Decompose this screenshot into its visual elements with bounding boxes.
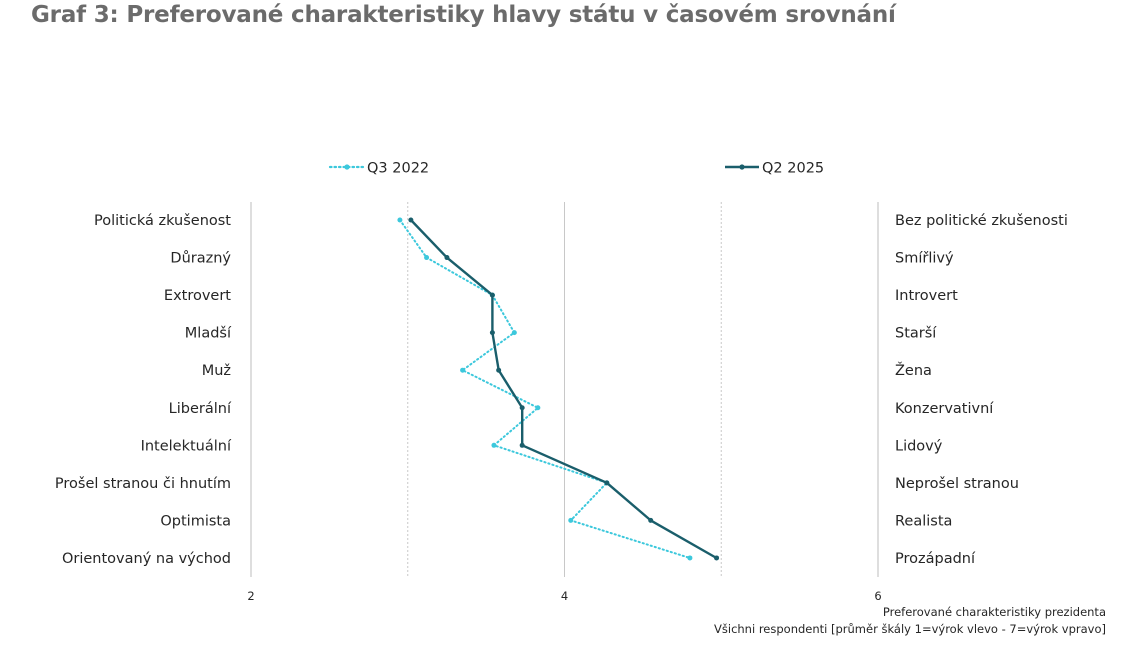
category-label-right: Lidový [895, 438, 943, 454]
legend-item-q3-2022[interactable]: Q3 2022 [328, 161, 429, 177]
chart-note: Preferované charakteristiky prezidenta V… [714, 605, 1106, 636]
x-tick-label: 2 [247, 589, 254, 603]
legend-marker-q2-2025 [739, 164, 745, 170]
data-point-q2-2025 [489, 292, 495, 298]
category-label-right: Bez politické zkušenosti [895, 213, 1068, 229]
data-point-q2-2025 [444, 255, 450, 261]
category-label-left: Liberální [169, 401, 232, 417]
data-point-q3-2022 [460, 367, 466, 373]
category-label-left: Extrovert [164, 288, 231, 304]
chart-note-line2: Všichni respondenti [průměr škály 1=výro… [714, 622, 1106, 636]
category-label-right: Introvert [895, 288, 958, 304]
legend-label-q3-2022: Q3 2022 [367, 161, 429, 177]
data-point-q2-2025 [648, 517, 654, 523]
category-label-left: Důrazný [170, 251, 231, 267]
chart-note-line1: Preferované charakteristiky prezidenta [883, 605, 1106, 619]
data-point-q2-2025 [489, 330, 495, 336]
legend-marker-q3-2022 [344, 164, 350, 170]
category-label-right: Realista [895, 513, 952, 529]
category-label-right: Žena [895, 361, 932, 379]
category-label-left: Muž [202, 363, 231, 379]
data-point-q3-2022 [687, 555, 693, 561]
gridlines [250, 202, 879, 577]
legend: Q3 2022 Q2 2025 [328, 161, 824, 177]
data-point-q3-2022 [535, 405, 541, 411]
series-line-q3-2022 [398, 219, 691, 559]
data-point-q2-2025 [604, 480, 610, 486]
x-axis-ticks: 2 4 6 [247, 589, 881, 603]
legend-item-q2-2025[interactable]: Q2 2025 [725, 161, 824, 177]
data-point-q2-2025 [519, 442, 525, 448]
data-point-q3-2022 [397, 217, 403, 223]
data-point-q2-2025 [408, 217, 414, 223]
category-label-left: Politická zkušenost [94, 213, 231, 229]
data-point-q2-2025 [496, 367, 502, 373]
series-line-q2-2025 [409, 218, 718, 560]
x-tick-label: 4 [561, 589, 568, 603]
series-q2-2025 [408, 217, 720, 561]
category-label-right: Prozápadní [895, 551, 976, 567]
data-point-q3-2022 [491, 442, 497, 448]
category-label-left: Optimista [160, 513, 231, 529]
category-label-left: Orientovaný na východ [62, 551, 231, 567]
series-lines [397, 217, 720, 561]
data-point-q3-2022 [511, 330, 517, 336]
data-point-q3-2022 [424, 255, 430, 261]
series-q3-2022 [397, 217, 693, 561]
category-label-right: Neprošel stranou [895, 476, 1019, 492]
x-tick-label: 6 [874, 589, 881, 603]
category-label-right: Konzervativní [895, 401, 994, 417]
category-label-left: Prošel stranou či hnutím [55, 476, 231, 492]
data-point-q2-2025 [519, 405, 525, 411]
category-labels: Politická zkušenost Důrazný Extrovert Mladš… [55, 213, 1068, 567]
category-label-left: Mladší [185, 326, 232, 342]
category-label-right: Starší [895, 326, 937, 342]
data-point-q3-2022 [568, 517, 574, 523]
legend-label-q2-2025: Q2 2025 [762, 161, 824, 177]
category-label-left: Intelektuální [141, 438, 232, 454]
category-label-right: Smířlivý [895, 251, 954, 267]
page-title: Graf 3: Preferované charakteristiky hlav… [31, 2, 896, 28]
data-point-q2-2025 [714, 555, 720, 561]
